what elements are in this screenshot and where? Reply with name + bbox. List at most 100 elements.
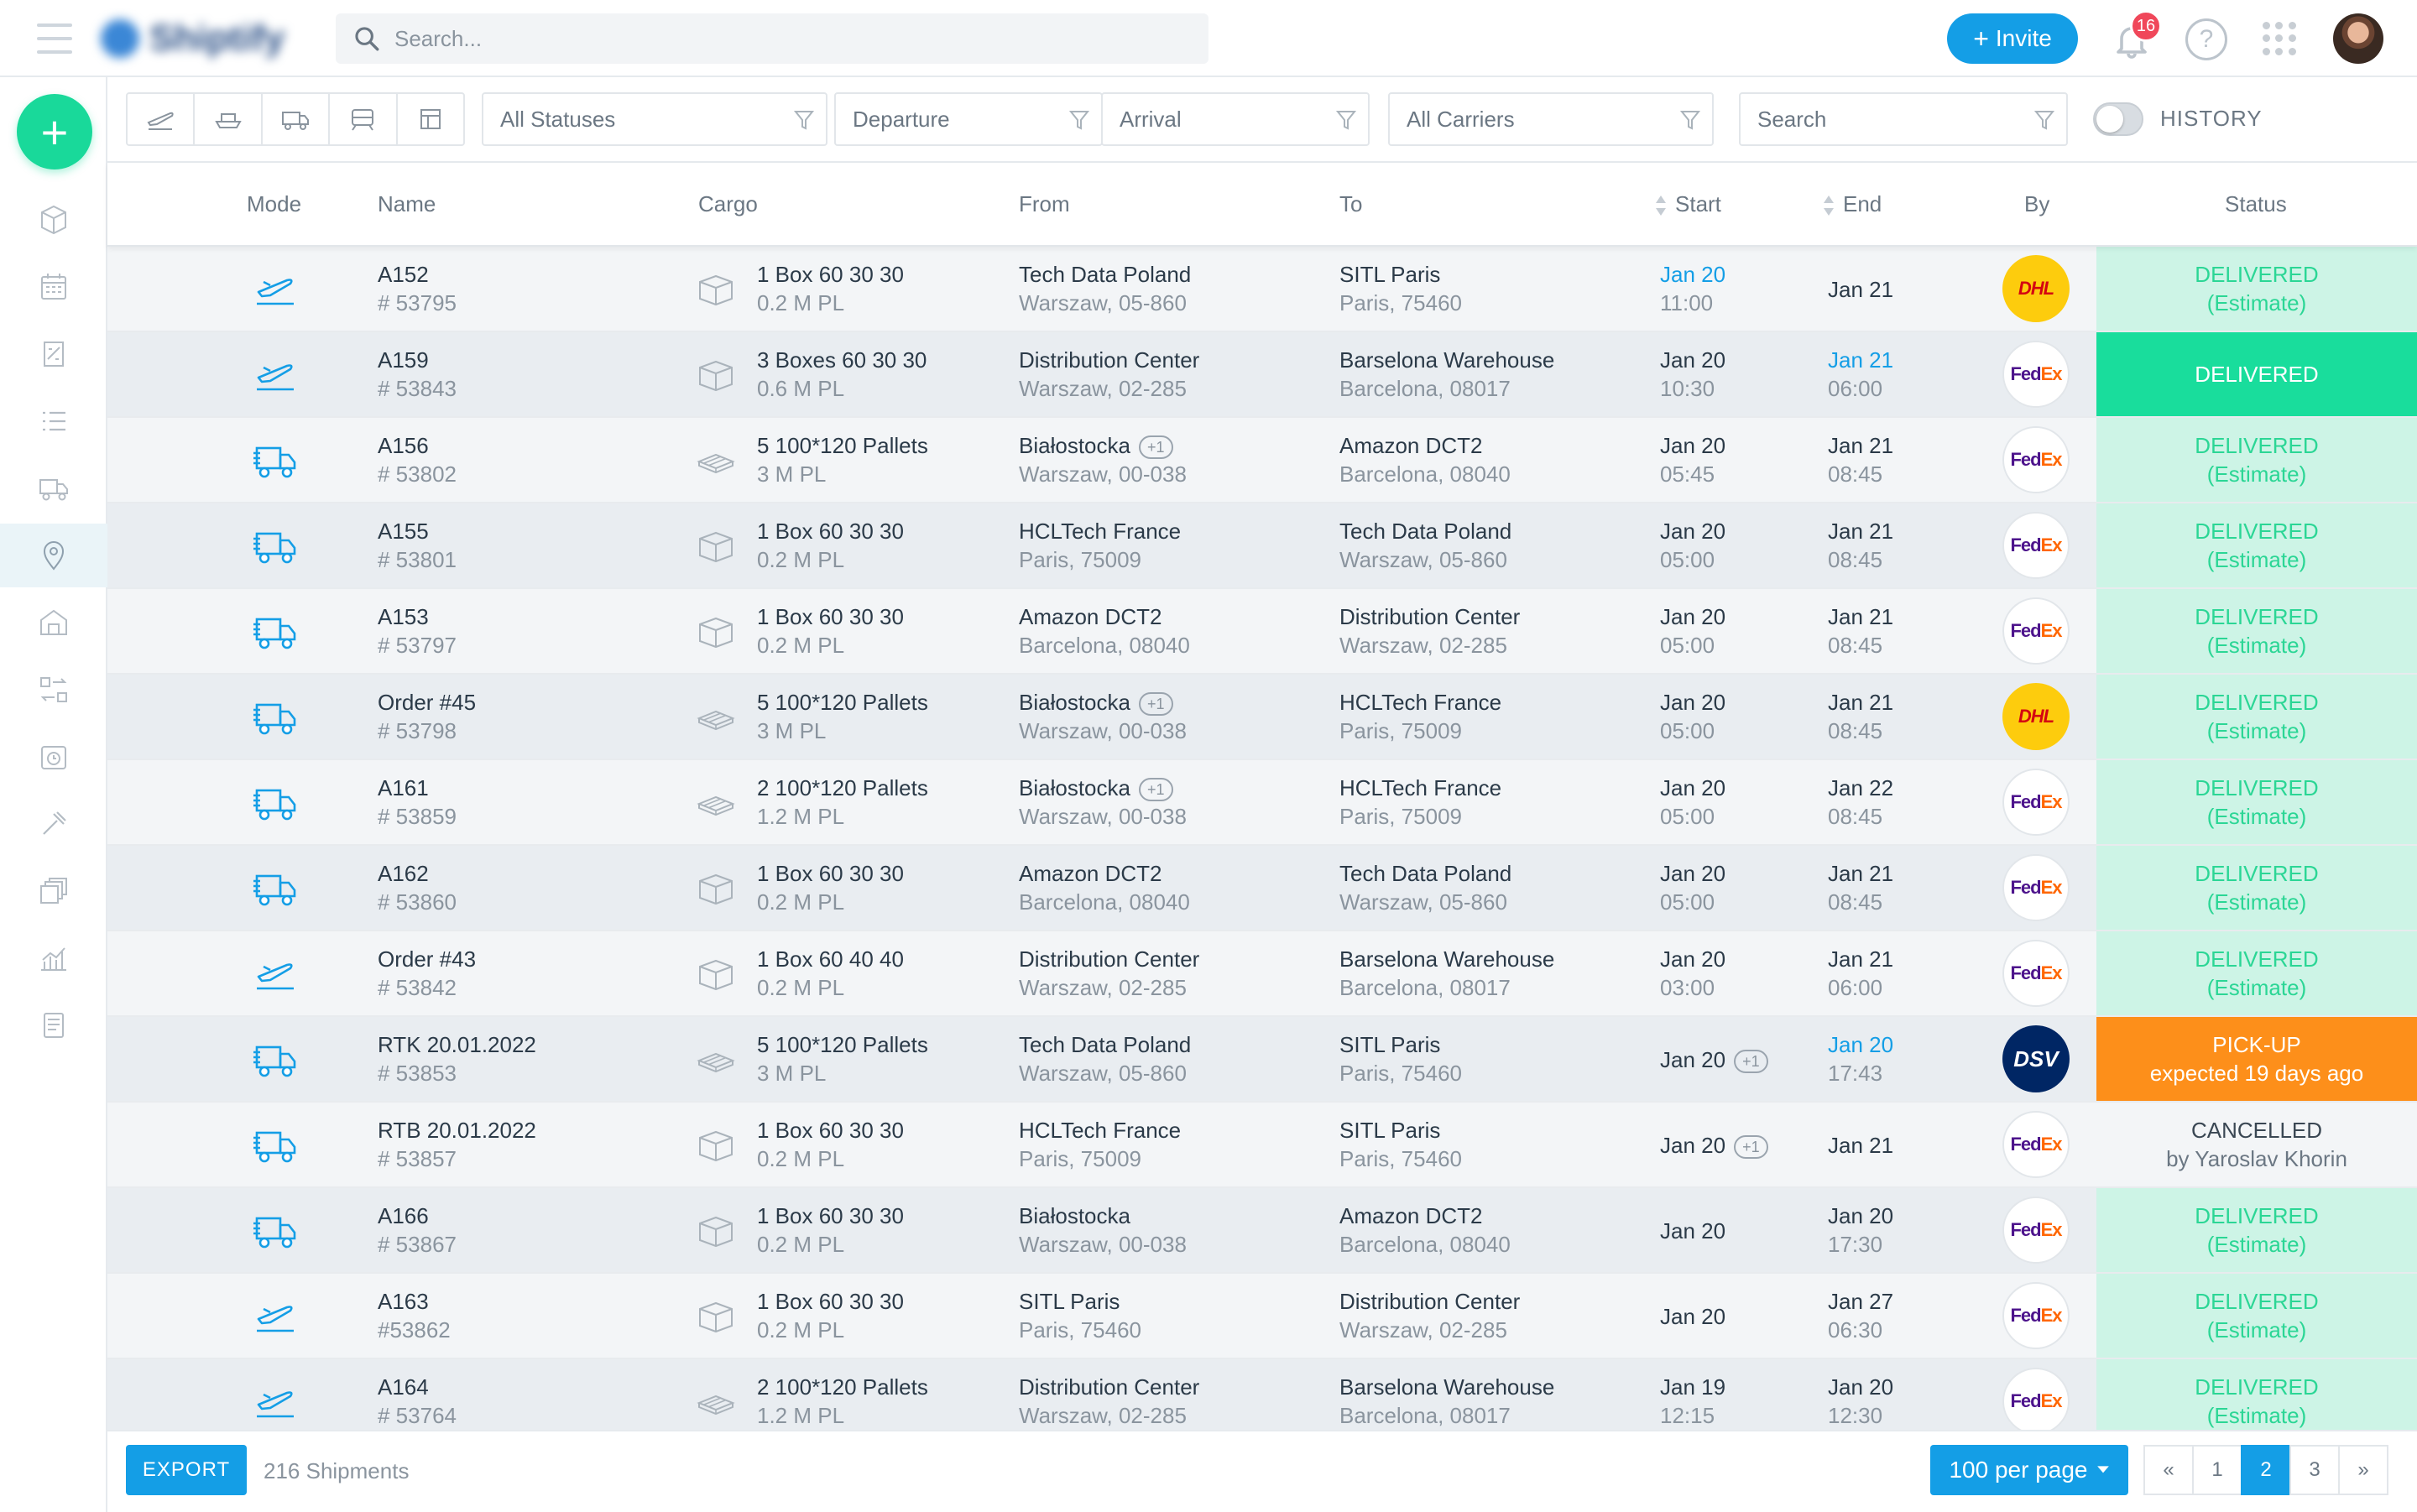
extra-stops-badge[interactable]: +1 — [1138, 692, 1173, 717]
extra-dates-badge[interactable]: +1 — [1734, 1050, 1768, 1074]
help-icon[interactable]: ? — [2185, 18, 2227, 60]
column-header-start[interactable]: Start — [1655, 191, 1721, 217]
invite-button[interactable]: + Invite — [1947, 13, 2078, 64]
sidebar-item-list[interactable] — [0, 389, 107, 453]
table-row[interactable]: RTB 20.01.2022 # 53857 1 Box 60 30 30 0.2 M… — [107, 1103, 2417, 1188]
shipment-name[interactable]: A152 # 53795 — [378, 260, 457, 317]
table-row[interactable]: A156 # 53802 5 100*120 Pallets 3 M PL Białos… — [107, 418, 2417, 503]
status-text: DELIVERED — [2195, 861, 2319, 886]
status-filter[interactable]: All Statuses — [482, 92, 827, 146]
shipment-name[interactable]: Order #43 # 53842 — [378, 945, 476, 1002]
shipment-name[interactable]: A166 # 53867 — [378, 1202, 457, 1259]
carrier-filter[interactable]: All Carriers — [1388, 92, 1714, 146]
shipment-name[interactable]: A164 # 53764 — [378, 1373, 457, 1430]
sidebar-item-document[interactable] — [0, 993, 107, 1057]
column-header-by[interactable]: By — [2024, 191, 2050, 216]
table-row[interactable]: A161 # 53859 2 100*120 Pallets 1.2 M PL Biał… — [107, 760, 2417, 846]
table-row[interactable]: A153 # 53797 1 Box 60 30 30 0.2 M PL Amazon … — [107, 589, 2417, 675]
truck-icon — [253, 532, 296, 564]
pallet-icon — [697, 453, 735, 474]
from-cell: Distribution Center Warszaw, 02-285 — [1019, 945, 1199, 1002]
end-date: Jan 21 — [1828, 604, 1894, 629]
column-header-name[interactable]: Name — [378, 191, 436, 216]
apps-grid-icon[interactable] — [2263, 22, 2296, 55]
mode-filter-road[interactable] — [263, 94, 331, 144]
table-row[interactable]: A159 # 53843 3 Boxes 60 30 30 0.6 M PL Distr… — [107, 332, 2417, 418]
column-header-end[interactable]: End — [1823, 191, 1882, 217]
table-row[interactable]: A164 # 53764 2 100*120 Pallets 1.2 M PL Dist… — [107, 1359, 2417, 1430]
sidebar-item-truck[interactable] — [0, 456, 107, 520]
end-date: Jan 21 — [1828, 861, 1894, 886]
table-row[interactable]: A152 # 53795 1 Box 60 30 30 0.2 M PL Tech Da… — [107, 247, 2417, 332]
status-text: DELIVERED — [2195, 519, 2319, 544]
extra-stops-badge[interactable]: +1 — [1138, 435, 1173, 460]
pagination-page-2[interactable]: 2 — [2241, 1445, 2291, 1495]
sidebar-item-clock-badge[interactable] — [0, 725, 107, 789]
pagination-prev-button[interactable]: « — [2143, 1445, 2194, 1495]
shipment-name[interactable]: A163 #53862 — [378, 1287, 451, 1344]
sidebar-item-invoice[interactable] — [0, 322, 107, 386]
arrival-filter[interactable]: Arrival — [1101, 92, 1370, 146]
pagination-next-button[interactable]: » — [2338, 1445, 2388, 1495]
shipment-name[interactable]: A162 # 53860 — [378, 859, 457, 916]
departure-filter-value: Departure — [853, 106, 950, 132]
column-header-status[interactable]: Status — [2225, 191, 2287, 216]
shipment-name[interactable]: RTK 20.01.2022 # 53853 — [378, 1030, 536, 1087]
text-search-filter[interactable]: Search — [1739, 92, 2068, 146]
table-row[interactable]: A155 # 53801 1 Box 60 30 30 0.2 M PL HCLTech… — [107, 503, 2417, 589]
user-avatar[interactable] — [2333, 13, 2383, 64]
notification-count-badge: 16 — [2130, 10, 2162, 42]
column-header-from[interactable]: From — [1019, 191, 1070, 216]
per-page-dropdown[interactable]: 100 per page — [1930, 1445, 2128, 1495]
mode-filter-sea[interactable] — [195, 94, 263, 144]
table-row[interactable]: RTK 20.01.2022 # 53853 5 100*120 Pallets 3 … — [107, 1017, 2417, 1103]
global-search-input[interactable] — [394, 25, 1150, 52]
mode-filter-rail[interactable] — [330, 94, 398, 144]
table-row[interactable]: A162 # 53860 1 Box 60 30 30 0.2 M PL Amazon … — [107, 846, 2417, 931]
mode-filter-other[interactable] — [398, 94, 463, 144]
add-shipment-button[interactable]: + — [17, 94, 92, 169]
table-row[interactable]: A163 #53862 1 Box 60 30 30 0.2 M PL SITL Par… — [107, 1274, 2417, 1359]
shipment-name[interactable]: Order #45 # 53798 — [378, 688, 476, 745]
column-header-cargo[interactable]: Cargo — [698, 191, 758, 216]
end-time: 06:00 — [1828, 975, 1883, 1000]
sort-icon — [1656, 196, 1666, 216]
status-text: DELIVERED — [2195, 1374, 2319, 1400]
status-subtext: expected 19 days ago — [2149, 1061, 2364, 1086]
hamburger-menu-icon[interactable] — [37, 23, 72, 54]
column-header-to[interactable]: To — [1339, 191, 1363, 216]
export-button[interactable]: EXPORT — [126, 1445, 247, 1495]
pagination-page-3[interactable]: 3 — [2289, 1445, 2340, 1495]
history-toggle[interactable] — [2093, 102, 2143, 136]
shipment-name[interactable]: RTB 20.01.2022 # 53857 — [378, 1116, 536, 1173]
table-row[interactable]: Order #45 # 53798 5 100*120 Pallets 3 M PL B… — [107, 675, 2417, 760]
shipment-id: # 53867 — [378, 1232, 457, 1257]
app-logo[interactable]: Shiptify — [101, 17, 294, 60]
extra-dates-badge[interactable]: +1 — [1734, 1135, 1768, 1160]
logo-mark-icon — [101, 19, 139, 58]
mode-filter-air[interactable] — [128, 94, 196, 144]
shipment-name[interactable]: A153 # 53797 — [378, 602, 457, 660]
sidebar-item-box[interactable] — [0, 188, 107, 252]
sidebar-item-warehouse[interactable] — [0, 591, 107, 654]
shipment-name[interactable]: A159 # 53843 — [378, 346, 457, 403]
sidebar-item-stack[interactable] — [0, 859, 107, 923]
pagination-page-1[interactable]: 1 — [2192, 1445, 2242, 1495]
shipment-id: # 53795 — [378, 290, 457, 315]
table-row[interactable]: A166 # 53867 1 Box 60 30 30 0.2 M PL Białost… — [107, 1188, 2417, 1274]
global-search[interactable] — [336, 13, 1208, 64]
shipment-name[interactable]: A161 # 53859 — [378, 774, 457, 831]
extra-stops-badge[interactable]: +1 — [1138, 778, 1173, 802]
sidebar-item-calendar[interactable] — [0, 255, 107, 319]
box-icon — [699, 873, 733, 905]
sidebar-item-hammer[interactable] — [0, 792, 107, 856]
table-row[interactable]: Order #43 # 53842 1 Box 60 40 40 0.2 M PL Di… — [107, 931, 2417, 1017]
shipment-name[interactable]: A156 # 53802 — [378, 431, 457, 488]
column-header-mode[interactable]: Mode — [247, 191, 302, 216]
sidebar-item-chart[interactable] — [0, 926, 107, 990]
sidebar-item-location-pin[interactable] — [0, 524, 107, 587]
shipment-name[interactable]: A155 # 53801 — [378, 517, 457, 574]
departure-filter[interactable]: Departure — [834, 92, 1103, 146]
shipment-id: # 53797 — [378, 633, 457, 658]
sidebar-item-transfer[interactable] — [0, 658, 107, 722]
